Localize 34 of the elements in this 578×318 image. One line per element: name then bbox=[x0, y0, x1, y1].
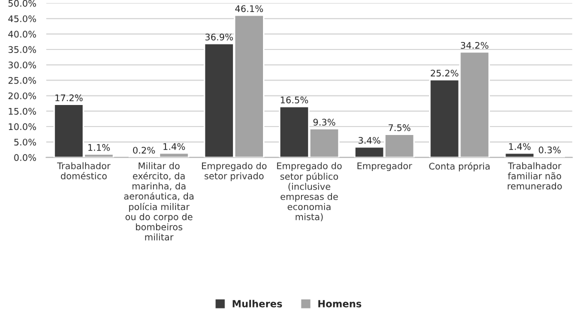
x-tick-label: Conta própria bbox=[429, 162, 490, 172]
data-label: 25.2% bbox=[430, 70, 458, 77]
data-label: 1.4% bbox=[164, 143, 185, 150]
x-tick-label: Empregado do setor privado bbox=[202, 162, 267, 182]
y-tick-label: 10.0% bbox=[8, 123, 36, 130]
y-tick-label: 30.0% bbox=[8, 62, 36, 68]
data-label: 36.9% bbox=[205, 34, 233, 40]
legend-label: Mulheres bbox=[232, 300, 282, 308]
data-label: 3.4% bbox=[358, 136, 380, 144]
x-tick-label: Empregador bbox=[357, 162, 412, 172]
x-tick-label: Empregado do setor público (inclusive empresas de economia mista) bbox=[277, 162, 342, 222]
y-tick-label: 25.0% bbox=[8, 77, 36, 84]
x-tick-label: Trabalhador doméstico bbox=[57, 162, 111, 180]
y-tick-label: 40.0% bbox=[8, 30, 36, 38]
data-label: 0.2% bbox=[133, 146, 155, 154]
y-tick-label: 15.0% bbox=[8, 108, 36, 115]
data-label: 16.5% bbox=[280, 96, 308, 104]
data-label: 7.5% bbox=[388, 124, 410, 132]
y-tick-label: 50.0% bbox=[8, 0, 36, 7]
data-label: 1.1% bbox=[88, 144, 110, 151]
x-tick-label: Militar do exército, da marinha, da aeronáutica, da polícia militar ou do corpo de bombeiros militar bbox=[124, 162, 194, 240]
data-label: 1.4% bbox=[509, 143, 531, 150]
y-tick-label: 20.0% bbox=[8, 92, 36, 100]
data-label: 34.2% bbox=[460, 42, 488, 49]
x-tick-label: Trabalhador familiar não remunerado bbox=[508, 162, 562, 190]
data-label: 0.3% bbox=[538, 146, 561, 154]
legend-label: Homens bbox=[318, 300, 362, 308]
data-label: 17.2% bbox=[55, 94, 83, 102]
data-label: 46.1% bbox=[235, 5, 263, 12]
y-tick-label: 0.0% bbox=[14, 154, 36, 161]
y-tick-label: 5.0% bbox=[14, 138, 36, 146]
y-tick-label: 45.0% bbox=[8, 15, 36, 22]
data-label: 9.3% bbox=[313, 118, 336, 126]
y-tick-label: 35.0% bbox=[8, 46, 36, 54]
